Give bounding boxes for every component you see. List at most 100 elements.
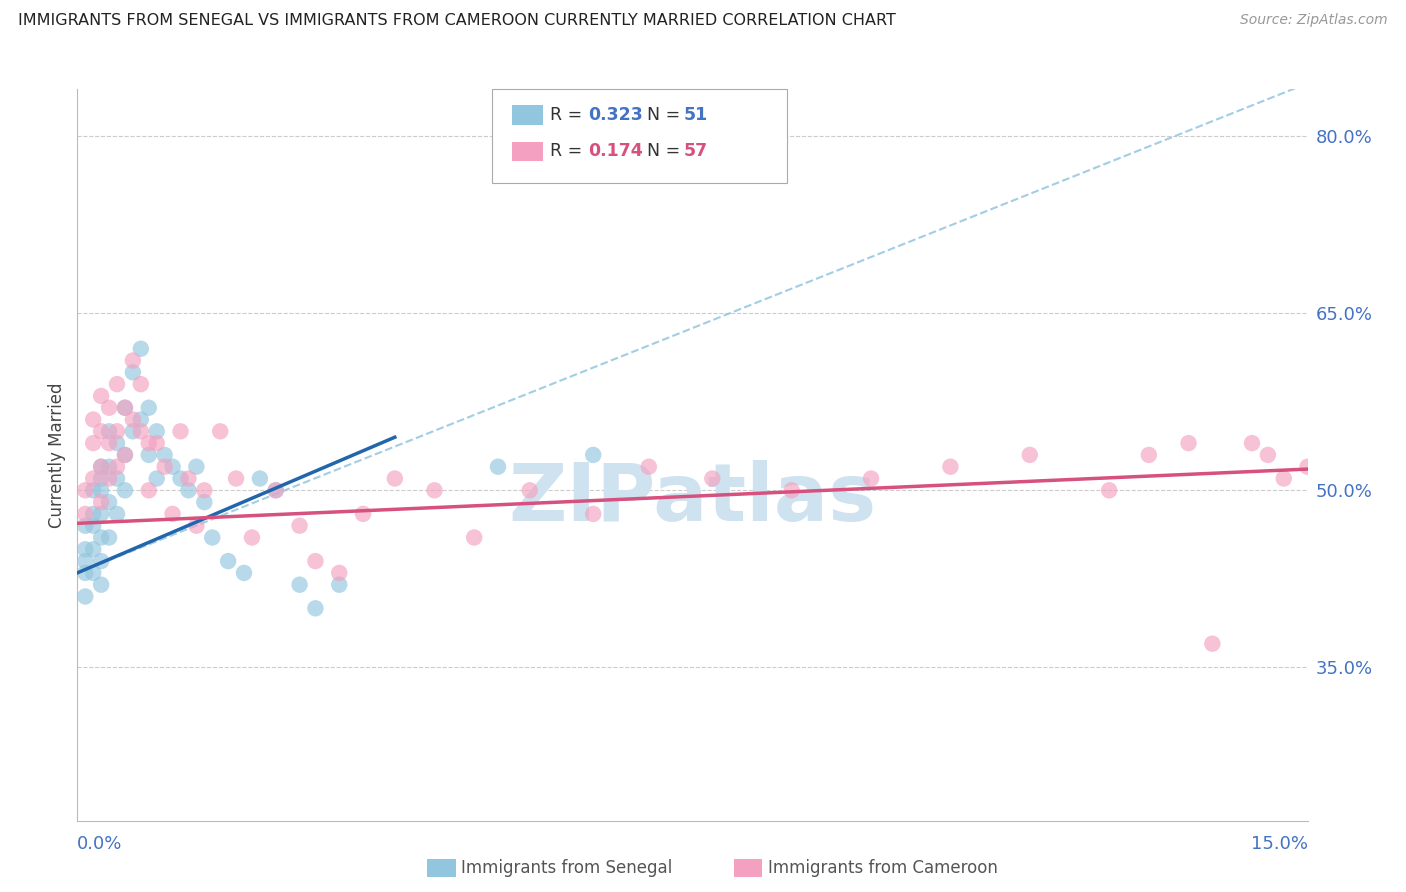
- Point: [90, 459, 112, 474]
- Point: [249, 471, 271, 485]
- Point: [138, 483, 160, 498]
- Point: [90, 483, 112, 498]
- Point: [75, 542, 97, 557]
- Point: [177, 471, 200, 485]
- Point: [82, 471, 104, 485]
- Point: [98, 495, 121, 509]
- Point: [90, 495, 112, 509]
- Point: [105, 425, 128, 439]
- Point: [75, 483, 97, 498]
- Point: [82, 507, 104, 521]
- Point: [352, 507, 374, 521]
- Point: [105, 471, 128, 485]
- Point: [1201, 637, 1223, 651]
- Point: [519, 483, 541, 498]
- Point: [780, 483, 803, 498]
- Text: R =: R =: [550, 106, 588, 124]
- Point: [145, 436, 167, 450]
- Point: [98, 471, 121, 485]
- Point: [90, 471, 112, 485]
- Point: [264, 483, 287, 498]
- Point: [129, 377, 152, 392]
- Text: ZIPatlas: ZIPatlas: [509, 459, 876, 538]
- Point: [105, 507, 128, 521]
- Point: [304, 601, 326, 615]
- Point: [939, 459, 962, 474]
- Text: 51: 51: [683, 106, 707, 124]
- Point: [114, 401, 136, 415]
- Point: [105, 436, 128, 450]
- Text: Source: ZipAtlas.com: Source: ZipAtlas.com: [1240, 13, 1388, 28]
- Point: [90, 554, 112, 568]
- Point: [162, 507, 184, 521]
- Point: [145, 471, 167, 485]
- Point: [90, 577, 112, 591]
- Point: [90, 389, 112, 403]
- Point: [288, 577, 311, 591]
- Point: [169, 425, 191, 439]
- Point: [384, 471, 406, 485]
- Point: [860, 471, 883, 485]
- Point: [1137, 448, 1160, 462]
- Point: [122, 425, 145, 439]
- Text: R =: R =: [550, 142, 588, 160]
- Point: [193, 483, 215, 498]
- Point: [169, 471, 191, 485]
- Point: [82, 412, 104, 426]
- Point: [423, 483, 446, 498]
- Point: [177, 483, 200, 498]
- Point: [138, 401, 160, 415]
- Point: [90, 531, 112, 545]
- Point: [186, 518, 208, 533]
- Point: [98, 425, 121, 439]
- Point: [162, 459, 184, 474]
- Point: [114, 401, 136, 415]
- Point: [138, 448, 160, 462]
- Point: [90, 507, 112, 521]
- Y-axis label: Currently Married: Currently Married: [48, 382, 66, 528]
- Point: [153, 459, 176, 474]
- Point: [1272, 471, 1295, 485]
- Point: [90, 425, 112, 439]
- Point: [122, 412, 145, 426]
- Point: [264, 483, 287, 498]
- Point: [75, 590, 97, 604]
- Text: Immigrants from Cameroon: Immigrants from Cameroon: [768, 859, 997, 877]
- Point: [98, 436, 121, 450]
- Point: [193, 495, 215, 509]
- Point: [637, 459, 659, 474]
- Point: [75, 518, 97, 533]
- Point: [75, 554, 97, 568]
- Point: [1098, 483, 1121, 498]
- Point: [463, 531, 485, 545]
- Point: [105, 459, 128, 474]
- Point: [702, 471, 724, 485]
- Text: Immigrants from Senegal: Immigrants from Senegal: [461, 859, 672, 877]
- Point: [90, 459, 112, 474]
- Point: [209, 425, 232, 439]
- Point: [114, 448, 136, 462]
- Point: [122, 353, 145, 368]
- Point: [75, 507, 97, 521]
- Point: [288, 518, 311, 533]
- Text: IMMIGRANTS FROM SENEGAL VS IMMIGRANTS FROM CAMEROON CURRENTLY MARRIED CORRELATIO: IMMIGRANTS FROM SENEGAL VS IMMIGRANTS FR…: [18, 13, 896, 29]
- Point: [1177, 436, 1199, 450]
- Point: [1296, 459, 1319, 474]
- Point: [582, 448, 605, 462]
- Point: [82, 436, 104, 450]
- Text: 0.174: 0.174: [588, 142, 643, 160]
- Point: [328, 566, 350, 580]
- Point: [186, 459, 208, 474]
- Point: [129, 412, 152, 426]
- Point: [201, 531, 224, 545]
- Point: [328, 577, 350, 591]
- Point: [82, 566, 104, 580]
- Point: [145, 425, 167, 439]
- Text: 0.323: 0.323: [588, 106, 643, 124]
- Point: [114, 483, 136, 498]
- Point: [98, 401, 121, 415]
- Point: [486, 459, 509, 474]
- Point: [129, 342, 152, 356]
- Point: [1240, 436, 1263, 450]
- Point: [153, 448, 176, 462]
